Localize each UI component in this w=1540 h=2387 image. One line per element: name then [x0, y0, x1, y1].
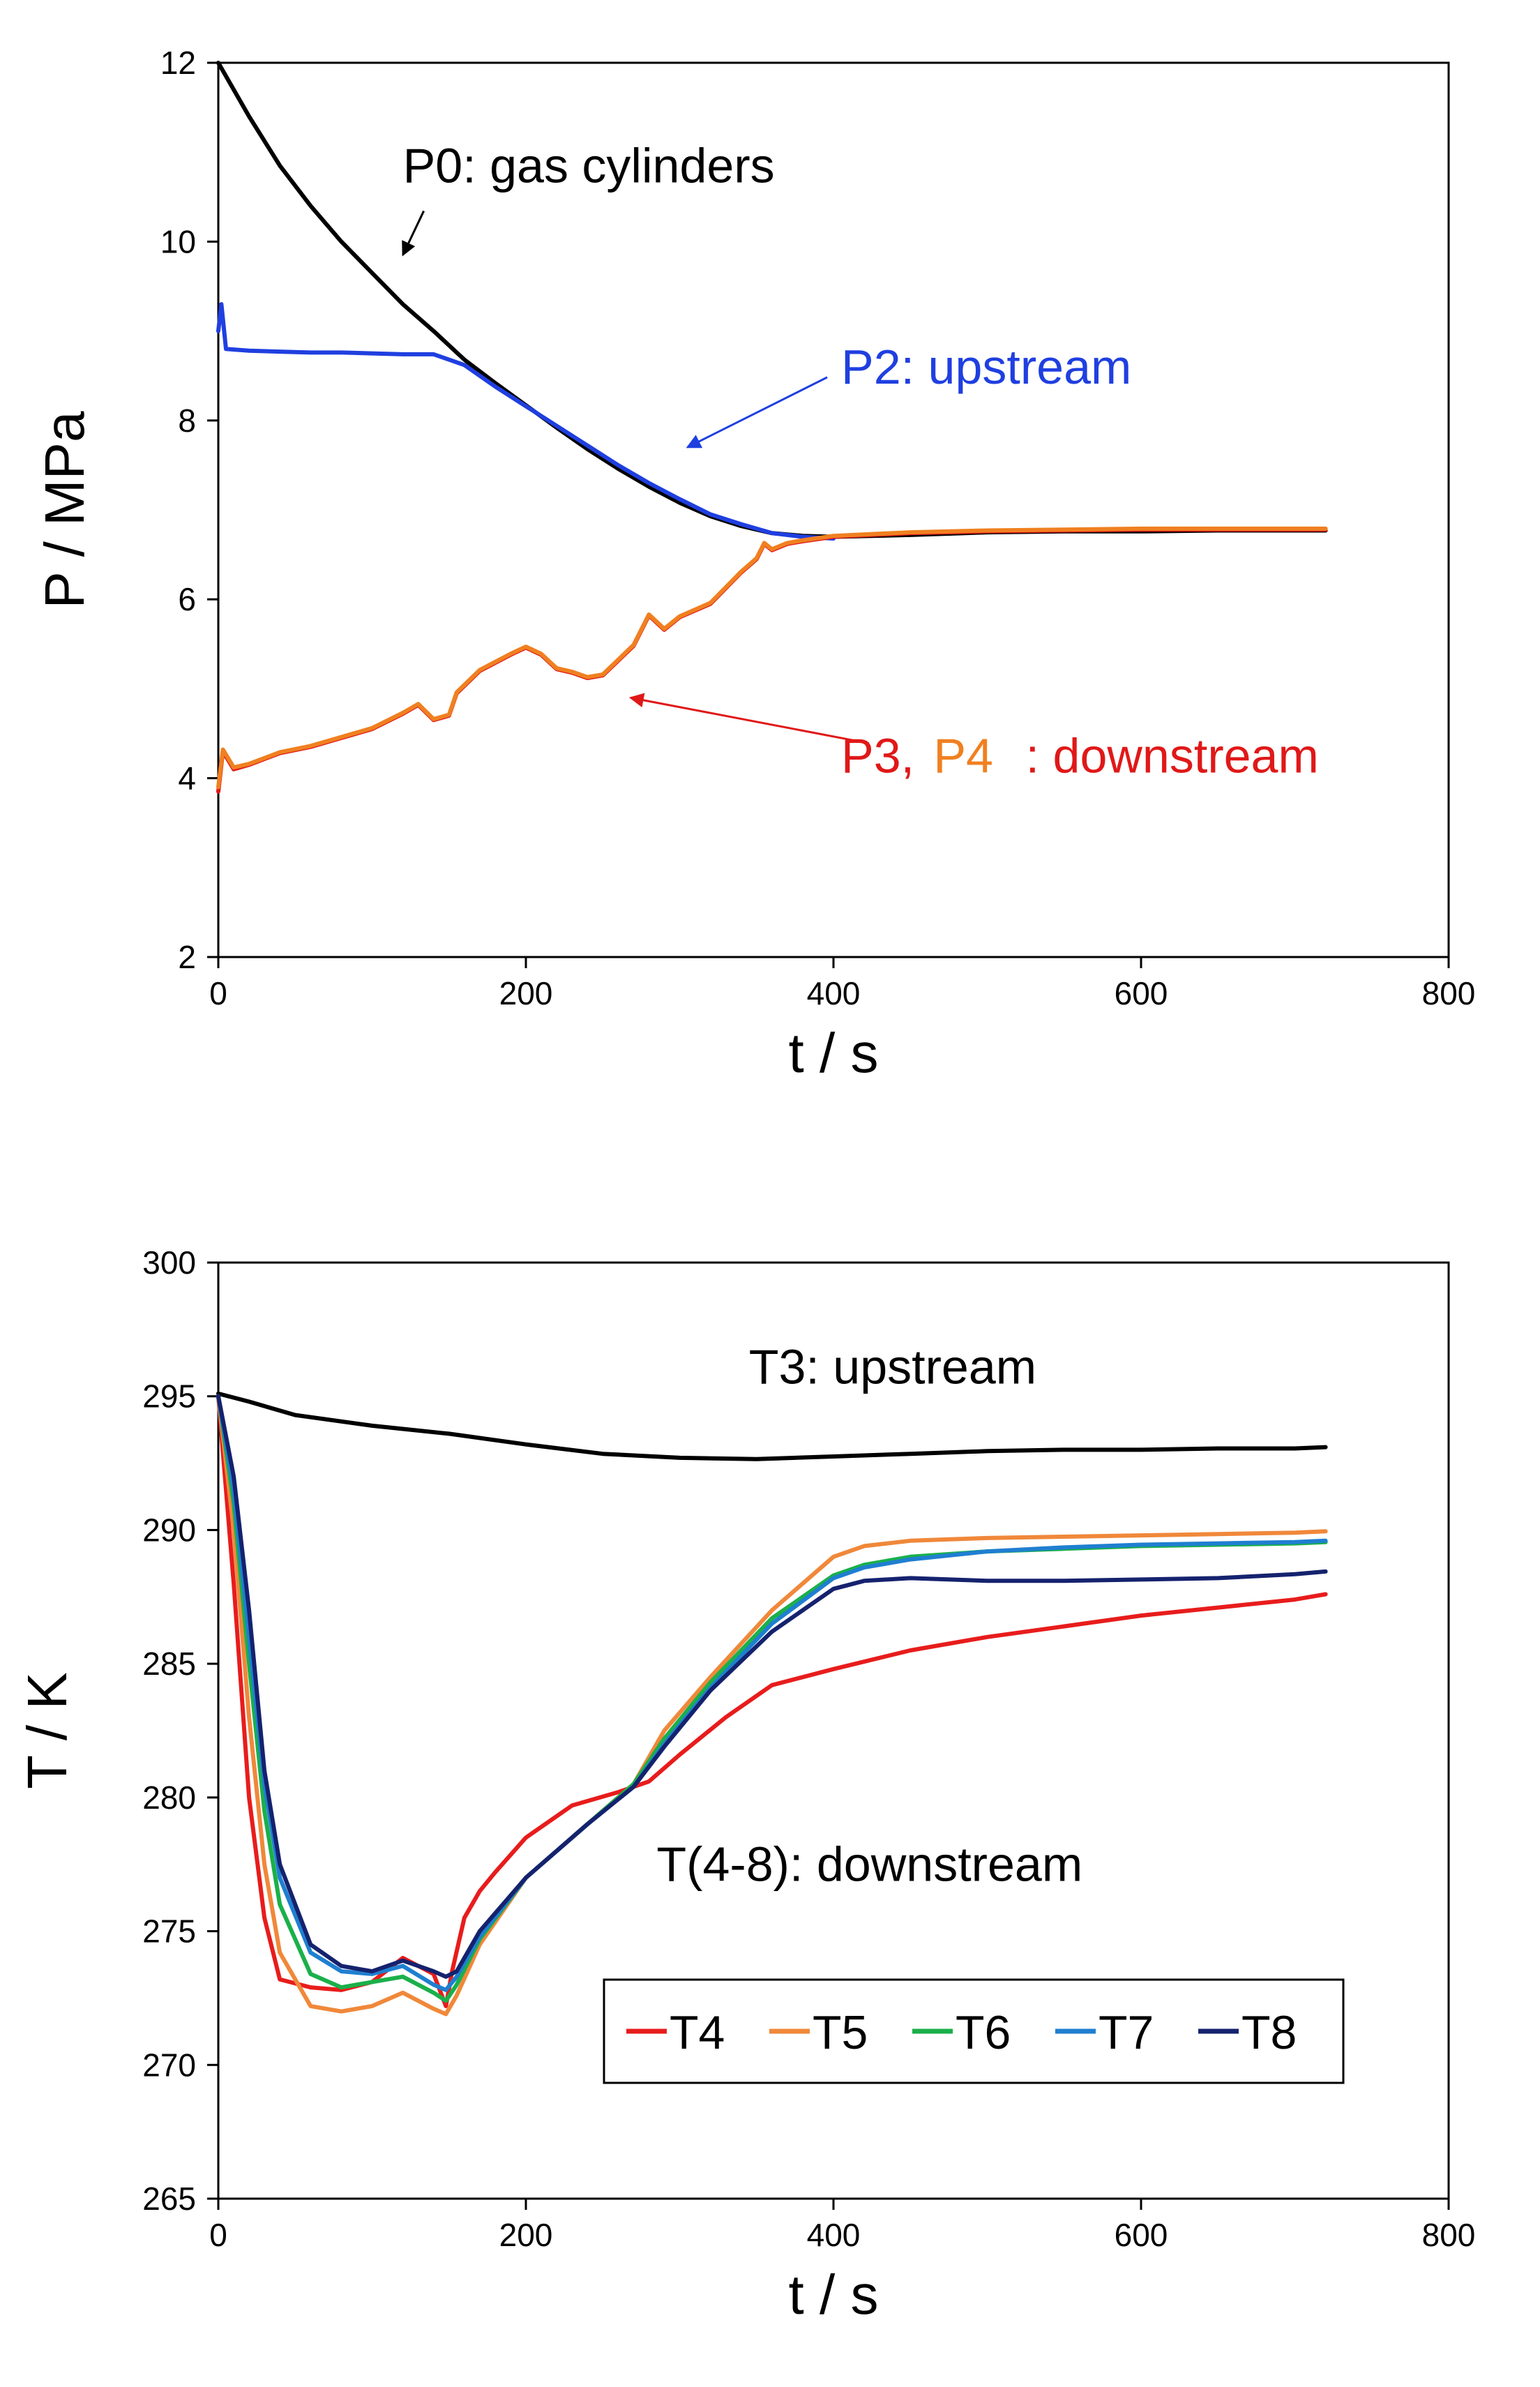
series-line-p4 — [216, 526, 1328, 790]
x-tick-label: 0 — [209, 975, 227, 1011]
annotation-p2-upstream: P2: upstream — [841, 340, 1131, 394]
legend-label-t7: T7 — [1099, 2006, 1154, 2059]
x-axis-label: t / s — [789, 1022, 879, 1084]
series-line-t3 — [216, 1391, 1328, 1461]
y-tick-label: 8 — [178, 402, 196, 439]
x-tick-label: 600 — [1115, 2217, 1168, 2253]
y-axis-label: T / K — [16, 1672, 78, 1789]
legend-box — [603, 1978, 1345, 2084]
y-tick-label: 300 — [142, 1244, 196, 1281]
annotation-p0-gas-cylinders: P0: gas cylinders — [403, 138, 775, 193]
y-tick-label: 295 — [142, 1378, 196, 1415]
x-axis-label: t / s — [789, 2264, 879, 2326]
y-tick-label: 12 — [160, 45, 196, 81]
x-tick-label: 600 — [1115, 975, 1168, 1011]
legend-label-t6: T6 — [956, 2006, 1011, 2059]
plot-frame — [217, 61, 1450, 958]
y-tick-label: 280 — [142, 1779, 196, 1816]
y-tick-label: 4 — [178, 760, 196, 797]
temperature-chart: 0 200 400 600 800 265 270 275 280 285 290 295 300 t /… — [16, 1244, 1475, 2326]
y-tick-label: 2 — [178, 939, 196, 975]
y-tick-label: 265 — [142, 2181, 196, 2217]
x-tick-label: 0 — [209, 2217, 227, 2253]
series-line-p2 — [216, 302, 836, 541]
legend-label-t8: T8 — [1241, 2006, 1297, 2059]
y-tick-label: 270 — [142, 2047, 196, 2083]
y-tick-label: 285 — [142, 1646, 196, 1682]
x-tick-label: 400 — [807, 975, 861, 1011]
series-line-t4 — [216, 1394, 1328, 2008]
series-line-t6 — [216, 1394, 1328, 2003]
annotation-arrow — [686, 376, 828, 449]
series-line-t8 — [216, 1394, 1328, 1979]
annotation-arrow — [402, 210, 425, 257]
series-line-p0 — [216, 61, 1328, 539]
legend: T4 T5 T6 T7 T8 — [603, 1978, 1345, 2084]
legend-label-t5: T5 — [813, 2006, 868, 2059]
y-tick-label: 275 — [142, 1913, 196, 1950]
legend-label-t4: T4 — [670, 2006, 725, 2059]
x-tick-label: 800 — [1422, 975, 1476, 1011]
x-tick-label: 200 — [499, 2217, 553, 2253]
annotation-t3-upstream: T3: upstream — [749, 1340, 1036, 1394]
annotation-downstream: : downstream — [1026, 729, 1319, 783]
series-line-t7 — [216, 1394, 1328, 1992]
y-axis-label: P / MPa — [33, 411, 96, 609]
x-tick-label: 400 — [807, 2217, 861, 2253]
annotation-t-4-8-downstream: T(4-8): downstream — [656, 1837, 1082, 1892]
y-tick-label: 290 — [142, 1512, 196, 1548]
y-tick-label: 6 — [178, 581, 196, 617]
annotation-arrow — [628, 693, 869, 745]
annotation-p3: P3, — [841, 729, 914, 783]
pressure-chart: 0 200 400 600 800 2 4 6 8 10 12 t / s P / MPa P0: gas… — [33, 45, 1475, 1084]
annotation-p4: P4 — [933, 729, 993, 783]
x-tick-label: 800 — [1422, 2217, 1476, 2253]
x-tick-label: 200 — [499, 975, 553, 1011]
y-tick-label: 10 — [160, 223, 196, 259]
series-line-t5 — [216, 1394, 1328, 2017]
